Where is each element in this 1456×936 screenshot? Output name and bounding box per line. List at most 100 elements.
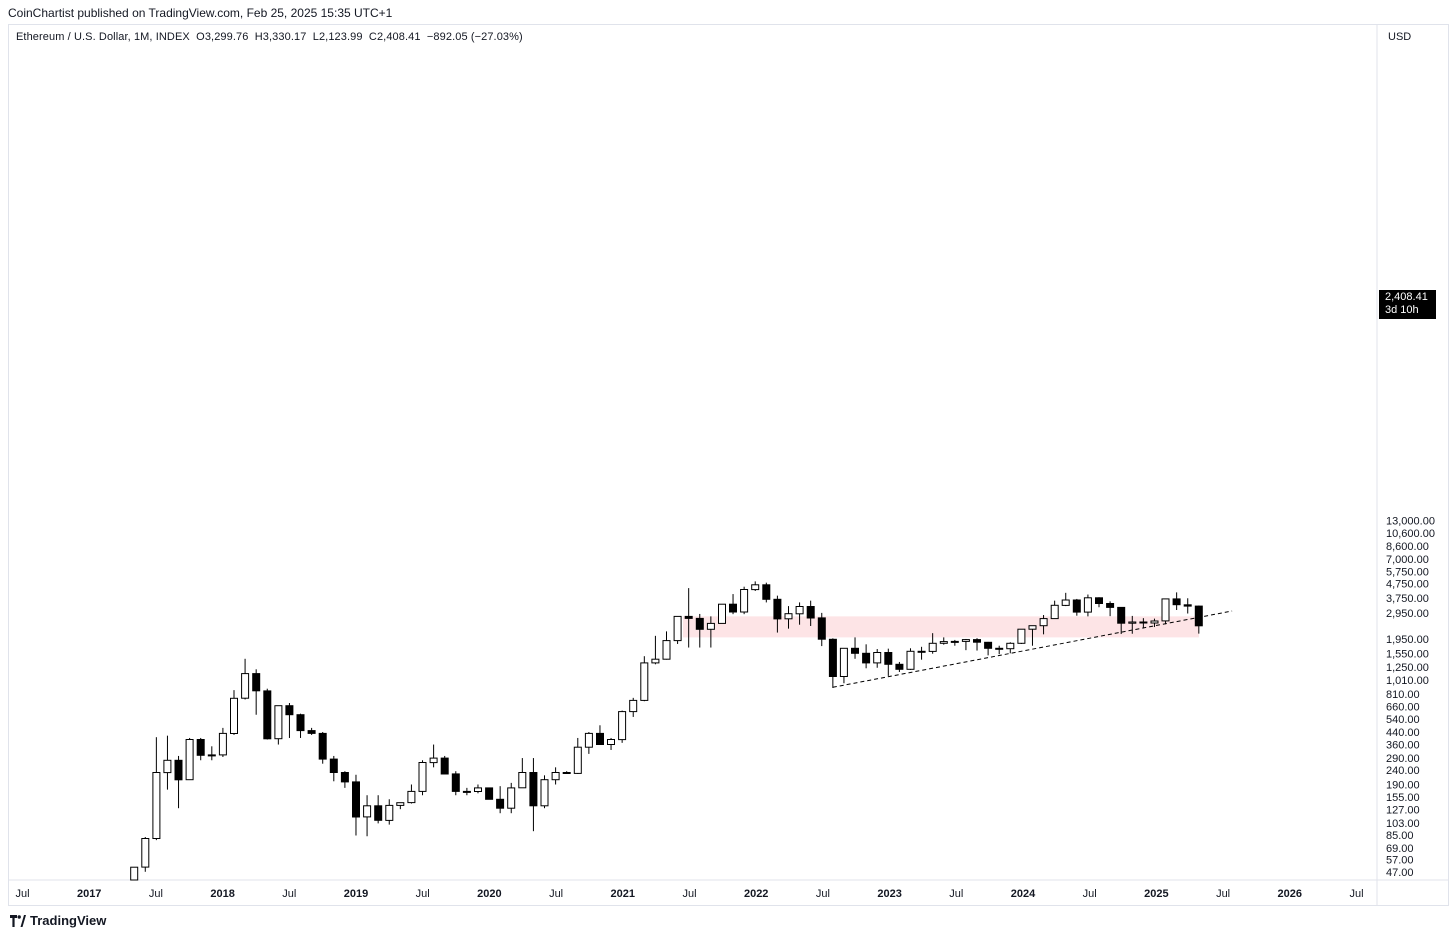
candle-body-down <box>329 758 338 773</box>
symbol-name[interactable]: Ethereum / U.S. Dollar, 1M, INDEX <box>16 31 190 43</box>
candle-body-up <box>518 772 527 789</box>
candle <box>706 616 715 648</box>
candle <box>784 606 793 629</box>
time-axis-year-label: 2017 <box>77 888 101 900</box>
candle-body-down <box>1117 606 1126 624</box>
candle <box>1083 594 1092 617</box>
tradingview-logo-icon <box>10 914 26 927</box>
candle-body-down <box>895 663 904 670</box>
candle-body-down <box>596 732 604 746</box>
candle-body-up <box>185 739 194 781</box>
candle <box>529 758 538 832</box>
candle-body-up <box>241 673 250 699</box>
candle <box>751 581 760 592</box>
candle <box>207 746 216 761</box>
candle <box>274 705 283 745</box>
chart-frame[interactable] <box>8 24 1449 906</box>
time-axis-year-label: 2020 <box>477 888 501 900</box>
candle <box>1028 625 1037 646</box>
candle <box>130 866 139 881</box>
candle-body-down <box>440 757 449 775</box>
price-axis-tick: 103.00 <box>1386 818 1420 830</box>
candle <box>640 656 649 702</box>
candle-body-down <box>984 641 993 649</box>
time-axis-month-label: Jul <box>15 888 29 900</box>
candle <box>939 637 948 645</box>
last-price-value: 2,408.41 <box>1385 291 1428 303</box>
candle <box>1139 618 1148 629</box>
price-axis-tick: 360.00 <box>1386 740 1420 752</box>
candle-body-up <box>928 642 937 652</box>
candle-body-up <box>1061 599 1070 606</box>
candle-body-down <box>352 781 360 818</box>
candle-body-up <box>1161 598 1170 622</box>
candle <box>185 737 194 781</box>
candle <box>518 758 527 789</box>
time-axis-year-label: 2024 <box>1011 888 1036 900</box>
candle <box>1050 600 1059 620</box>
candle-body-up <box>607 739 615 745</box>
candle <box>684 588 693 648</box>
time-axis-year-label: 2019 <box>344 888 368 900</box>
candle-body-up <box>618 711 627 741</box>
time-axis-year-label: 2026 <box>1278 888 1302 900</box>
candle-body-up <box>540 779 549 807</box>
candle-body-down <box>485 787 494 800</box>
currency-label[interactable]: USD <box>1388 31 1412 43</box>
time-axis-month-label: Jul <box>682 888 696 900</box>
candle-body-up <box>1150 620 1159 624</box>
candle-body-up <box>640 662 649 701</box>
candle <box>873 649 882 668</box>
candle-body-up <box>1050 604 1059 620</box>
candle <box>174 755 183 809</box>
price-axis-tick: 1,550.00 <box>1386 648 1429 660</box>
time-axis-year-label: 2018 <box>210 888 234 900</box>
candle-body-down <box>196 739 205 756</box>
symbol-legend: Ethereum / U.S. Dollar, 1M, INDEX O3,299… <box>16 31 523 43</box>
candle-body-up <box>507 787 516 809</box>
candle-body-up <box>1006 642 1015 650</box>
time-axis-month-label: Jul <box>549 888 563 900</box>
candle-body-up <box>961 639 970 642</box>
candle-body-down <box>817 617 826 640</box>
candle-body-up <box>474 787 482 793</box>
candle <box>740 586 749 615</box>
candle-body-down <box>252 673 261 692</box>
candle-body-up <box>385 804 394 821</box>
candle <box>1172 592 1181 610</box>
candle-body-up <box>363 805 372 818</box>
candle <box>695 613 704 648</box>
candle-body-down <box>529 772 538 807</box>
candle-body-up <box>917 650 926 653</box>
time-axis-month-label: Jul <box>1083 888 1097 900</box>
candle <box>218 727 227 757</box>
price-axis-tick: 3,750.00 <box>1386 593 1429 605</box>
time-axis-year-label: 2021 <box>611 888 635 900</box>
candle-body-down <box>828 638 837 677</box>
candle-body-down <box>296 714 305 732</box>
candle-body-down <box>851 647 859 654</box>
price-axis-tick: 8,600.00 <box>1386 541 1429 553</box>
price-axis-tick: 10,600.00 <box>1386 528 1435 540</box>
tradingview-footer[interactable]: TradingView <box>10 913 106 928</box>
candle <box>973 638 981 651</box>
candle <box>374 795 383 824</box>
ohlc-open: O3,299.76 <box>196 31 249 43</box>
candle-body-up <box>706 622 715 630</box>
price-axis-tick: 1,010.00 <box>1386 675 1429 687</box>
candle <box>607 737 615 750</box>
price-axis-tick: 13,000.00 <box>1386 515 1435 527</box>
price-axis-tick: 85.00 <box>1386 830 1414 842</box>
candle <box>307 727 316 735</box>
time-axis-month-label: Jul <box>416 888 430 900</box>
candle-body-up <box>906 650 915 670</box>
candle-body-down <box>806 606 815 619</box>
candle <box>984 641 993 656</box>
candle <box>1161 598 1170 625</box>
candle <box>762 582 771 603</box>
candle-body-up <box>740 589 749 613</box>
candle <box>1183 598 1192 614</box>
candle-body-down <box>729 603 737 613</box>
candle <box>806 600 815 626</box>
